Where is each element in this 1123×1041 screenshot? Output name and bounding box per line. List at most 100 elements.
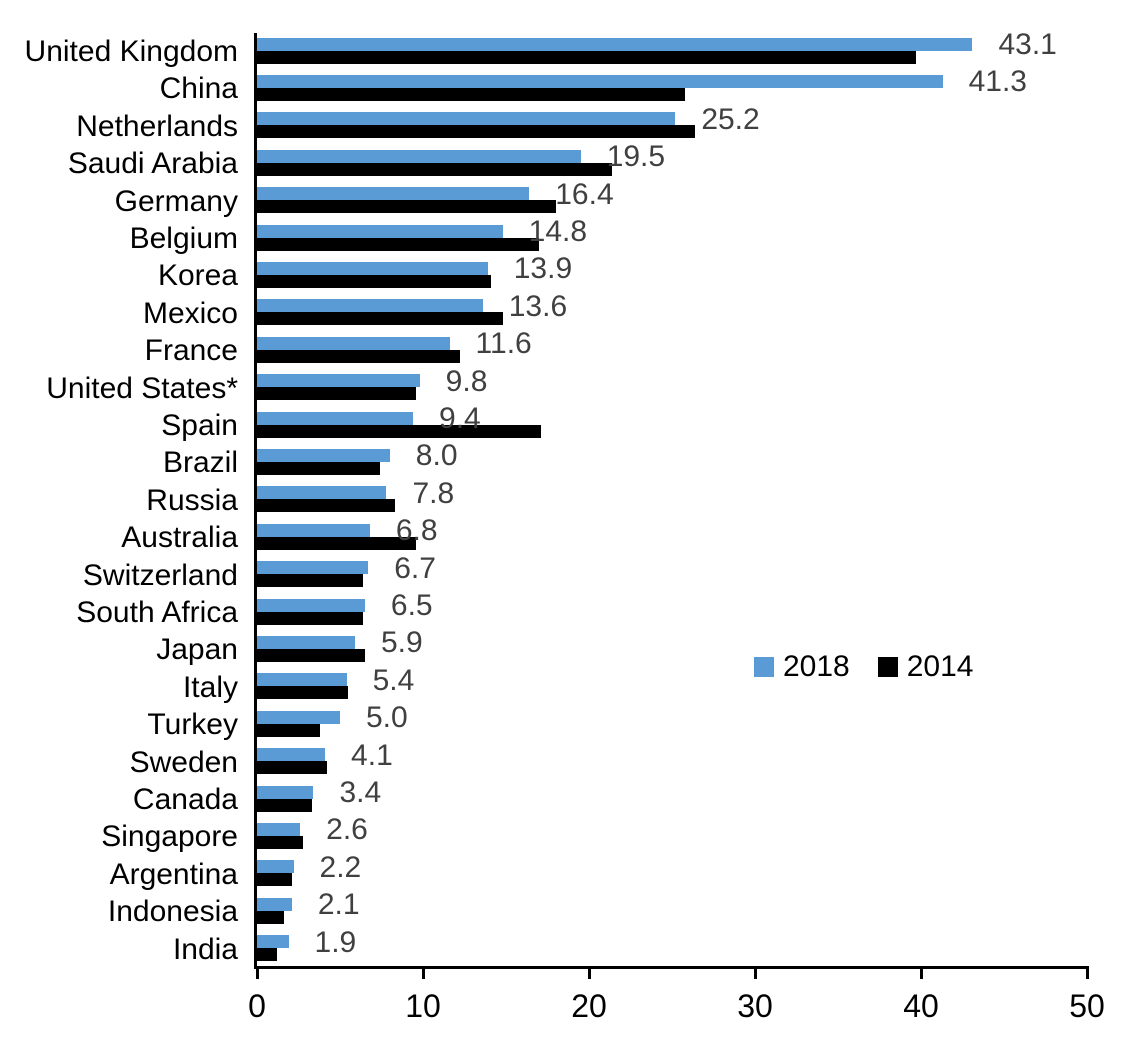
bar-2014 bbox=[257, 162, 613, 176]
bar-2018 bbox=[257, 897, 292, 911]
bar-2018 bbox=[257, 74, 943, 88]
category-label: China bbox=[159, 72, 238, 106]
value-label: 13.9 bbox=[513, 252, 573, 286]
bar-2018 bbox=[257, 486, 387, 500]
bar-2014 bbox=[257, 536, 417, 550]
x-tick-label: 0 bbox=[248, 988, 266, 1024]
legend: 2018 2014 bbox=[754, 650, 974, 684]
category-label: United Kingdom bbox=[24, 35, 238, 68]
bar-2014 bbox=[257, 200, 556, 214]
category-label: Saudi Arabia bbox=[67, 147, 238, 181]
category-label: Australia bbox=[121, 521, 238, 555]
bar-2018 bbox=[257, 37, 973, 51]
value-label: 3.4 bbox=[339, 776, 382, 809]
value-label: 14.8 bbox=[528, 215, 588, 248]
bar-2014 bbox=[257, 87, 686, 101]
value-label: 25.2 bbox=[701, 102, 760, 136]
bar-2018 bbox=[257, 374, 420, 388]
bar-2018 bbox=[257, 785, 314, 799]
x-axis-line bbox=[254, 966, 1089, 969]
value-label: 9.4 bbox=[439, 402, 481, 435]
category-label: Belgium bbox=[129, 222, 238, 255]
category-label: Indonesia bbox=[107, 895, 238, 929]
category-label: Korea bbox=[157, 259, 238, 293]
y-axis-line bbox=[254, 33, 257, 969]
category-label: Canada bbox=[132, 783, 238, 816]
category-label: South Africa bbox=[76, 596, 238, 629]
x-tick-label: 20 bbox=[571, 988, 607, 1024]
bar-2014 bbox=[257, 237, 540, 251]
category-label: Russia bbox=[146, 483, 238, 517]
value-label: 6.8 bbox=[395, 514, 438, 548]
bar-2014 bbox=[257, 611, 364, 625]
value-label: 16.4 bbox=[555, 177, 614, 211]
value-label: 6.7 bbox=[394, 551, 436, 585]
bar-2014 bbox=[257, 574, 364, 588]
value-label: 41.3 bbox=[968, 65, 1027, 99]
bar-2018 bbox=[257, 299, 483, 313]
x-tick bbox=[255, 966, 259, 979]
bar-2014 bbox=[257, 798, 312, 812]
category-label: Netherlands bbox=[76, 109, 238, 143]
category-label: France bbox=[144, 334, 238, 368]
bar-2014 bbox=[257, 424, 541, 438]
value-label: 11.6 bbox=[475, 327, 532, 361]
category-label: Sweden bbox=[129, 745, 238, 779]
category-label: Argentina bbox=[109, 857, 238, 891]
category-label: Switzerland bbox=[82, 558, 238, 592]
category-label: Italy bbox=[182, 670, 238, 704]
x-tick bbox=[753, 966, 757, 979]
bar-2018 bbox=[257, 523, 370, 537]
bar-2018 bbox=[257, 112, 676, 126]
bar-2018 bbox=[257, 598, 365, 612]
value-label: 13.6 bbox=[508, 289, 568, 323]
bar-2018 bbox=[257, 187, 530, 201]
bar-2018 bbox=[257, 561, 369, 575]
value-label: 1.9 bbox=[314, 925, 357, 959]
bar-2018 bbox=[257, 336, 450, 350]
x-tick-label: 50 bbox=[1069, 988, 1105, 1024]
value-label: 2.6 bbox=[326, 813, 368, 847]
bar-2018 bbox=[257, 411, 414, 425]
x-tick bbox=[421, 966, 425, 979]
category-label: Spain bbox=[161, 409, 238, 442]
legend-item-2014: 2014 bbox=[877, 650, 974, 684]
category-label: United States* bbox=[46, 371, 238, 405]
x-tick bbox=[587, 966, 591, 979]
bar-2018 bbox=[257, 635, 355, 649]
value-label: 5.9 bbox=[380, 626, 423, 660]
bar-2018 bbox=[257, 673, 347, 687]
value-label: 4.1 bbox=[351, 738, 393, 772]
bar-2018 bbox=[257, 261, 488, 275]
bar-2018 bbox=[257, 710, 340, 724]
x-tick-label: 10 bbox=[405, 988, 441, 1024]
value-label: 9.8 bbox=[445, 364, 488, 398]
legend-label-2018: 2018 bbox=[783, 650, 850, 683]
value-label: 7.8 bbox=[412, 476, 455, 510]
value-label: 19.5 bbox=[606, 140, 666, 174]
category-label: Brazil bbox=[162, 446, 238, 480]
value-label: 5.0 bbox=[366, 701, 408, 735]
category-label: Germany bbox=[114, 184, 238, 218]
bar-2014 bbox=[257, 648, 365, 662]
bar-2018 bbox=[257, 224, 503, 238]
value-label: 5.4 bbox=[372, 663, 415, 697]
bar-2014 bbox=[257, 910, 284, 924]
bar-2014 bbox=[257, 723, 321, 737]
legend-label-2014: 2014 bbox=[906, 650, 974, 683]
category-label: Turkey bbox=[147, 708, 238, 742]
legend-swatch-2018-icon bbox=[754, 657, 774, 677]
value-label: 8.0 bbox=[415, 439, 458, 473]
x-tick bbox=[919, 966, 923, 979]
bar-2014 bbox=[257, 50, 917, 64]
bar-2018 bbox=[257, 935, 289, 949]
bar-2018 bbox=[257, 860, 294, 874]
bar-2014 bbox=[257, 835, 304, 849]
x-tick-label: 30 bbox=[737, 988, 773, 1024]
bar-2018 bbox=[257, 822, 301, 836]
bar-2014 bbox=[257, 387, 417, 401]
bar-2014 bbox=[257, 274, 492, 288]
bar-2014 bbox=[257, 761, 327, 775]
x-tick-label: 40 bbox=[903, 988, 939, 1024]
